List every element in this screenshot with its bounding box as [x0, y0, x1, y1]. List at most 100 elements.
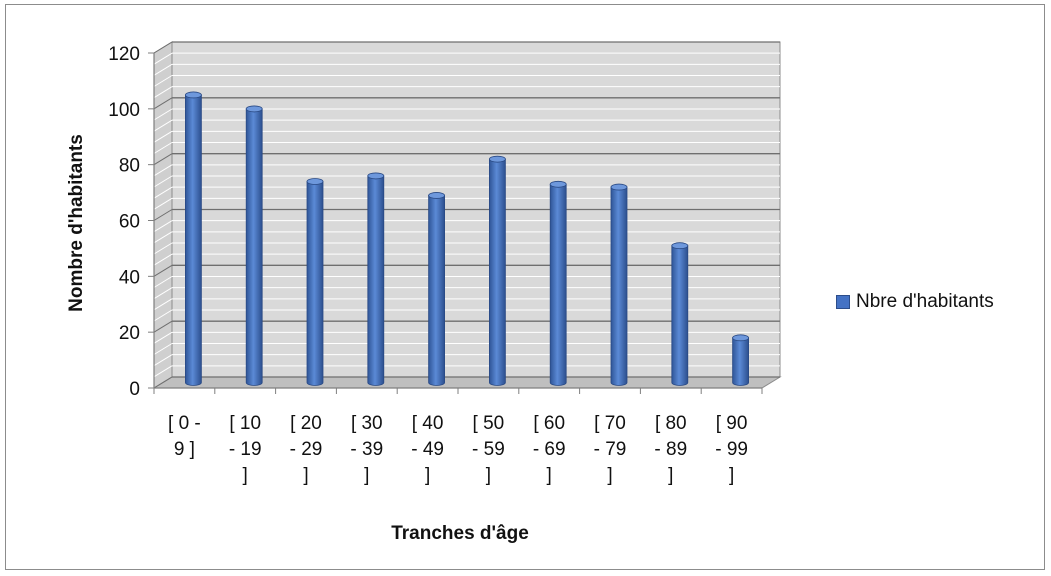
- bar: [184, 91, 202, 386]
- y-tick-label: 40: [119, 267, 140, 288]
- x-tick-label: ]: [243, 465, 248, 486]
- side-gridline: [153, 298, 173, 311]
- bars: [184, 91, 749, 386]
- side-gridline: [153, 186, 173, 199]
- x-tick-label: - 89: [654, 439, 687, 460]
- legend-swatch: [836, 295, 850, 309]
- bar: [245, 105, 263, 386]
- bar-body: [367, 175, 385, 386]
- side-gridline: [153, 365, 173, 378]
- side-gridline: [153, 320, 173, 333]
- chart-frame: 0 20 40 60 80 100 120 [ 0 - 9 ] [ 10 - 19] [ 20 - 2…: [5, 4, 1045, 570]
- bar: [549, 180, 567, 386]
- x-tick-label: [ 20: [290, 413, 322, 434]
- x-tick-label: - 69: [533, 439, 566, 460]
- bar-body: [428, 195, 445, 386]
- y-tick-label: 100: [108, 100, 140, 121]
- bar-body: [610, 186, 628, 386]
- bar-top: [428, 192, 446, 199]
- bar: [306, 178, 324, 386]
- side-gridline: [153, 331, 173, 344]
- y-tick-label: 0: [129, 379, 140, 400]
- bar-top: [184, 91, 202, 99]
- x-tick-label: ]: [486, 465, 491, 486]
- x-tick-label: [ 50: [473, 413, 505, 434]
- side-gridline: [153, 264, 173, 277]
- x-tick-label: ]: [364, 465, 369, 486]
- bar-body: [185, 94, 202, 386]
- bar: [488, 155, 506, 386]
- bar-top: [610, 183, 628, 191]
- bar-top: [488, 155, 506, 163]
- bar-body: [671, 245, 689, 386]
- x-tick-label: [ 10: [229, 413, 261, 434]
- side-gridline: [153, 130, 173, 143]
- y-tick-label: 80: [119, 156, 140, 177]
- bar: [367, 172, 385, 386]
- bar-chart: 0 20 40 60 80 100 120 [ 0 - 9 ] [ 10 - 19] [ 20 - 2…: [66, 41, 782, 544]
- bar-body: [489, 158, 506, 386]
- x-tick-label: [ 0 -: [168, 413, 201, 434]
- bar-top: [306, 178, 324, 185]
- bar-body: [306, 181, 324, 386]
- side-gridline: [153, 108, 173, 121]
- x-tick-label: [ 90: [716, 413, 748, 434]
- bar: [671, 242, 689, 386]
- side-gridline: [153, 142, 173, 154]
- side-gridline: [153, 175, 173, 188]
- bar-body: [732, 337, 749, 386]
- side-gridline: [153, 220, 173, 233]
- bar-top: [367, 172, 385, 180]
- bar-top: [732, 334, 749, 342]
- side-gridline: [153, 75, 173, 87]
- side-gridline: [153, 276, 173, 288]
- y-tick-label: 20: [119, 323, 140, 344]
- side-gridline: [153, 242, 173, 255]
- side-gridline: [153, 253, 173, 266]
- side-gridline: [153, 164, 173, 177]
- side-gridline: [153, 354, 173, 367]
- side-gridline: [153, 52, 173, 65]
- y-tick-label: 120: [108, 44, 140, 65]
- side-gridline: [153, 153, 173, 166]
- legend-label: Nbre d'habitants: [856, 291, 994, 312]
- x-tick-label: 9 ]: [174, 439, 195, 460]
- side-gridline: [153, 41, 173, 54]
- x-tick-label: [ 70: [594, 413, 626, 434]
- legend: Nbre d'habitants: [836, 291, 994, 313]
- x-tick-label: ]: [729, 465, 734, 486]
- x-tick-label: - 59: [472, 439, 505, 460]
- bar-top: [671, 242, 689, 250]
- x-tick-label: [ 60: [533, 413, 565, 434]
- x-tick-label: [ 40: [412, 413, 444, 434]
- bar-body: [549, 183, 567, 386]
- side-gridline: [153, 63, 173, 76]
- y-axis: 0 20 40 60 80 100 120: [108, 44, 155, 400]
- x-tick-label: ]: [303, 465, 308, 486]
- side-gridline: [153, 119, 173, 132]
- x-axis-title: Tranches d'âge: [391, 523, 529, 544]
- x-tick-label: - 29: [290, 439, 323, 460]
- side-gridline: [153, 287, 173, 300]
- y-tick-label: 60: [119, 212, 140, 233]
- side-gridline: [153, 343, 173, 355]
- y-axis-title: Nombre d'habitants: [66, 134, 87, 312]
- side-gridline: [153, 86, 173, 99]
- x-tick-label: - 39: [350, 439, 383, 460]
- x-tick-label: ]: [668, 465, 673, 486]
- x-tick-label: [ 80: [655, 413, 687, 434]
- x-tick-label: [ 30: [351, 413, 383, 434]
- bar-top: [549, 180, 567, 188]
- bar: [428, 192, 446, 386]
- bar: [732, 334, 749, 386]
- side-gridline: [153, 376, 173, 389]
- x-tick-label: - 19: [229, 439, 262, 460]
- x-axis: [ 0 - 9 ] [ 10 - 19] [ 20 - 29] [ 30 - 39] [ 40 -…: [153, 387, 763, 486]
- bar-body: [245, 108, 263, 386]
- x-tick-label: ]: [607, 465, 612, 486]
- side-gridline: [153, 197, 173, 210]
- x-tick-label: ]: [425, 465, 430, 486]
- bar-top: [245, 105, 263, 113]
- side-gridline: [153, 209, 173, 221]
- x-tick-label: - 99: [715, 439, 748, 460]
